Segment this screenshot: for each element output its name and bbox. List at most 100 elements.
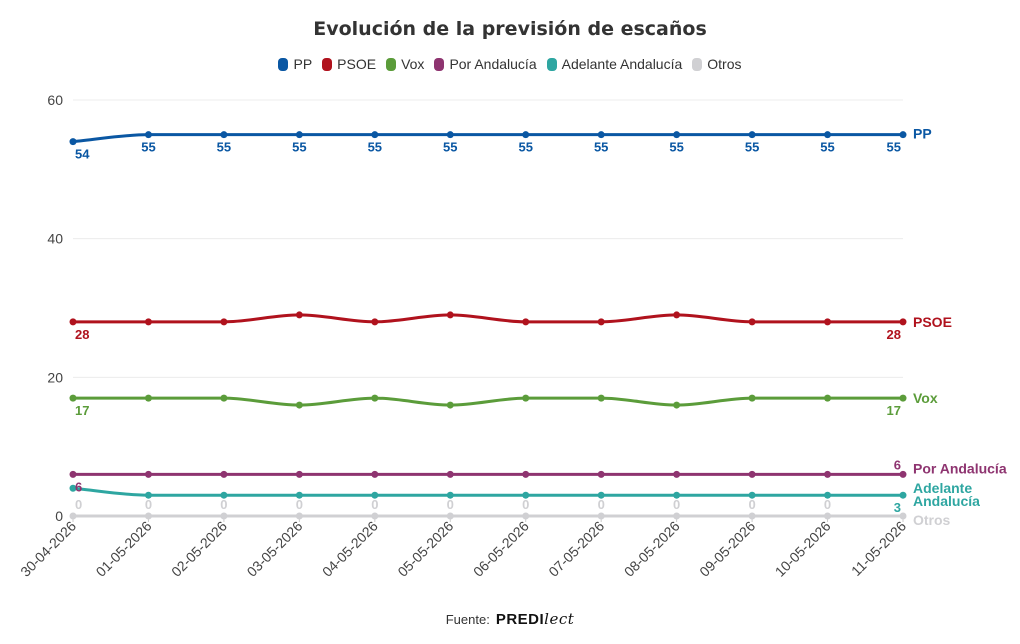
data-point-otros	[748, 512, 756, 520]
x-tick-label: 06-05-2026	[470, 518, 532, 580]
data-point-adelante-andalucia	[748, 491, 756, 499]
source-logo: PREDIlect	[496, 610, 574, 628]
data-point-pp	[220, 131, 228, 139]
data-point-por-andalucia	[673, 470, 681, 478]
source-logo-script: lect	[544, 610, 575, 628]
data-point-adelante-andalucia	[597, 491, 605, 499]
data-point-vox	[220, 394, 228, 402]
legend-item-otros[interactable]: Otros	[692, 56, 742, 72]
x-tick-label: 10-05-2026	[772, 518, 834, 580]
data-point-psoe	[597, 318, 605, 326]
data-point-pp	[69, 138, 77, 146]
x-tick-label: 05-05-2026	[394, 518, 456, 580]
data-point-vox	[69, 394, 77, 402]
legend-item-adelante-andalucia[interactable]: Adelante Andalucía	[546, 56, 682, 72]
series-line-pp	[72, 133, 903, 144]
data-label-pp: 55	[820, 140, 834, 155]
footer: Fuente: PREDIlect	[0, 610, 1020, 628]
data-label-adelante-andalucia: 3	[894, 500, 901, 515]
data-label-pp: 55	[141, 140, 155, 155]
data-point-pp	[748, 131, 756, 139]
legend-swatch	[322, 57, 333, 71]
data-point-psoe	[220, 318, 228, 326]
data-label-otros: 0	[598, 497, 605, 512]
data-point-vox	[824, 394, 832, 402]
data-label-pp: 55	[745, 140, 759, 155]
data-label-otros: 0	[220, 497, 227, 512]
series-end-label-otros: Otros	[913, 512, 951, 528]
data-label-pp: 55	[292, 140, 306, 155]
data-label-pp: 54	[75, 147, 90, 162]
data-point-otros	[673, 512, 681, 520]
data-point-otros	[446, 512, 454, 520]
data-label-otros: 0	[75, 497, 82, 512]
data-point-pp	[899, 131, 907, 139]
data-point-psoe	[295, 311, 303, 319]
series-end-label-pp: PP	[913, 126, 932, 142]
data-point-por-andalucia	[295, 470, 303, 478]
data-label-psoe: 28	[75, 327, 89, 342]
data-point-pp	[295, 131, 303, 139]
data-point-adelante-andalucia	[673, 491, 681, 499]
data-point-adelante-andalucia	[220, 491, 228, 499]
data-point-por-andalucia	[748, 470, 756, 478]
data-point-adelante-andalucia	[824, 491, 832, 499]
data-label-vox: 17	[887, 403, 901, 418]
legend-swatch	[546, 57, 557, 71]
data-point-otros	[69, 512, 77, 520]
series-end-label-adelante-andalucia: Adelante	[913, 480, 972, 496]
data-point-adelante-andalucia	[69, 484, 77, 492]
data-point-otros	[899, 512, 907, 520]
series-end-label-adelante-andalucia: Andalucía	[913, 493, 980, 509]
data-point-vox	[446, 401, 454, 409]
legend-item-psoe[interactable]: PSOE	[322, 56, 376, 72]
legend-item-vox[interactable]: Vox	[386, 56, 424, 72]
data-point-pp	[144, 131, 152, 139]
data-label-pp: 55	[887, 140, 901, 155]
legend-item-por-andalucia[interactable]: Por Andalucía	[434, 56, 537, 72]
data-label-otros: 0	[748, 497, 755, 512]
data-point-vox	[899, 394, 907, 402]
data-point-otros	[371, 512, 379, 520]
legend-swatch	[278, 57, 289, 71]
data-label-vox: 17	[75, 403, 89, 418]
data-label-pp: 55	[368, 140, 382, 155]
x-tick-label: 11-05-2026	[848, 518, 909, 579]
data-label-otros: 0	[447, 497, 454, 512]
data-point-adelante-andalucia	[144, 491, 152, 499]
y-tick-label: 40	[47, 231, 63, 247]
data-point-psoe	[446, 311, 454, 319]
data-point-pp	[673, 131, 681, 139]
data-point-vox	[597, 394, 605, 402]
data-point-otros	[522, 512, 530, 520]
data-point-pp	[446, 131, 454, 139]
data-point-adelante-andalucia	[371, 491, 379, 499]
data-point-vox	[522, 394, 530, 402]
data-label-psoe: 28	[887, 327, 901, 342]
data-point-por-andalucia	[69, 470, 77, 478]
legend-item-pp[interactable]: PP	[278, 56, 312, 72]
data-point-por-andalucia	[522, 470, 530, 478]
data-point-psoe	[371, 318, 379, 326]
data-point-vox	[673, 401, 681, 409]
data-label-otros: 0	[673, 497, 680, 512]
data-point-pp	[824, 131, 832, 139]
data-point-por-andalucia	[220, 470, 228, 478]
data-label-otros: 0	[371, 497, 378, 512]
series-end-label-vox: Vox	[913, 390, 938, 406]
x-tick-label: 08-05-2026	[621, 518, 683, 580]
data-label-pp: 55	[594, 140, 608, 155]
x-tick-label: 07-05-2026	[545, 518, 607, 580]
x-tick-label: 09-05-2026	[696, 518, 758, 580]
series-line-psoe	[72, 313, 903, 324]
data-point-psoe	[824, 318, 832, 326]
series-end-label-por-andalucia: Por Andalucía	[913, 460, 1007, 476]
data-label-otros: 0	[522, 497, 529, 512]
legend-swatch	[434, 57, 445, 71]
data-point-pp	[371, 131, 379, 139]
data-point-por-andalucia	[446, 470, 454, 478]
data-label-pp: 55	[443, 140, 457, 155]
chart-legend: PP PSOE Vox Por Andalucía Adelante Andalucía…	[0, 56, 1020, 72]
